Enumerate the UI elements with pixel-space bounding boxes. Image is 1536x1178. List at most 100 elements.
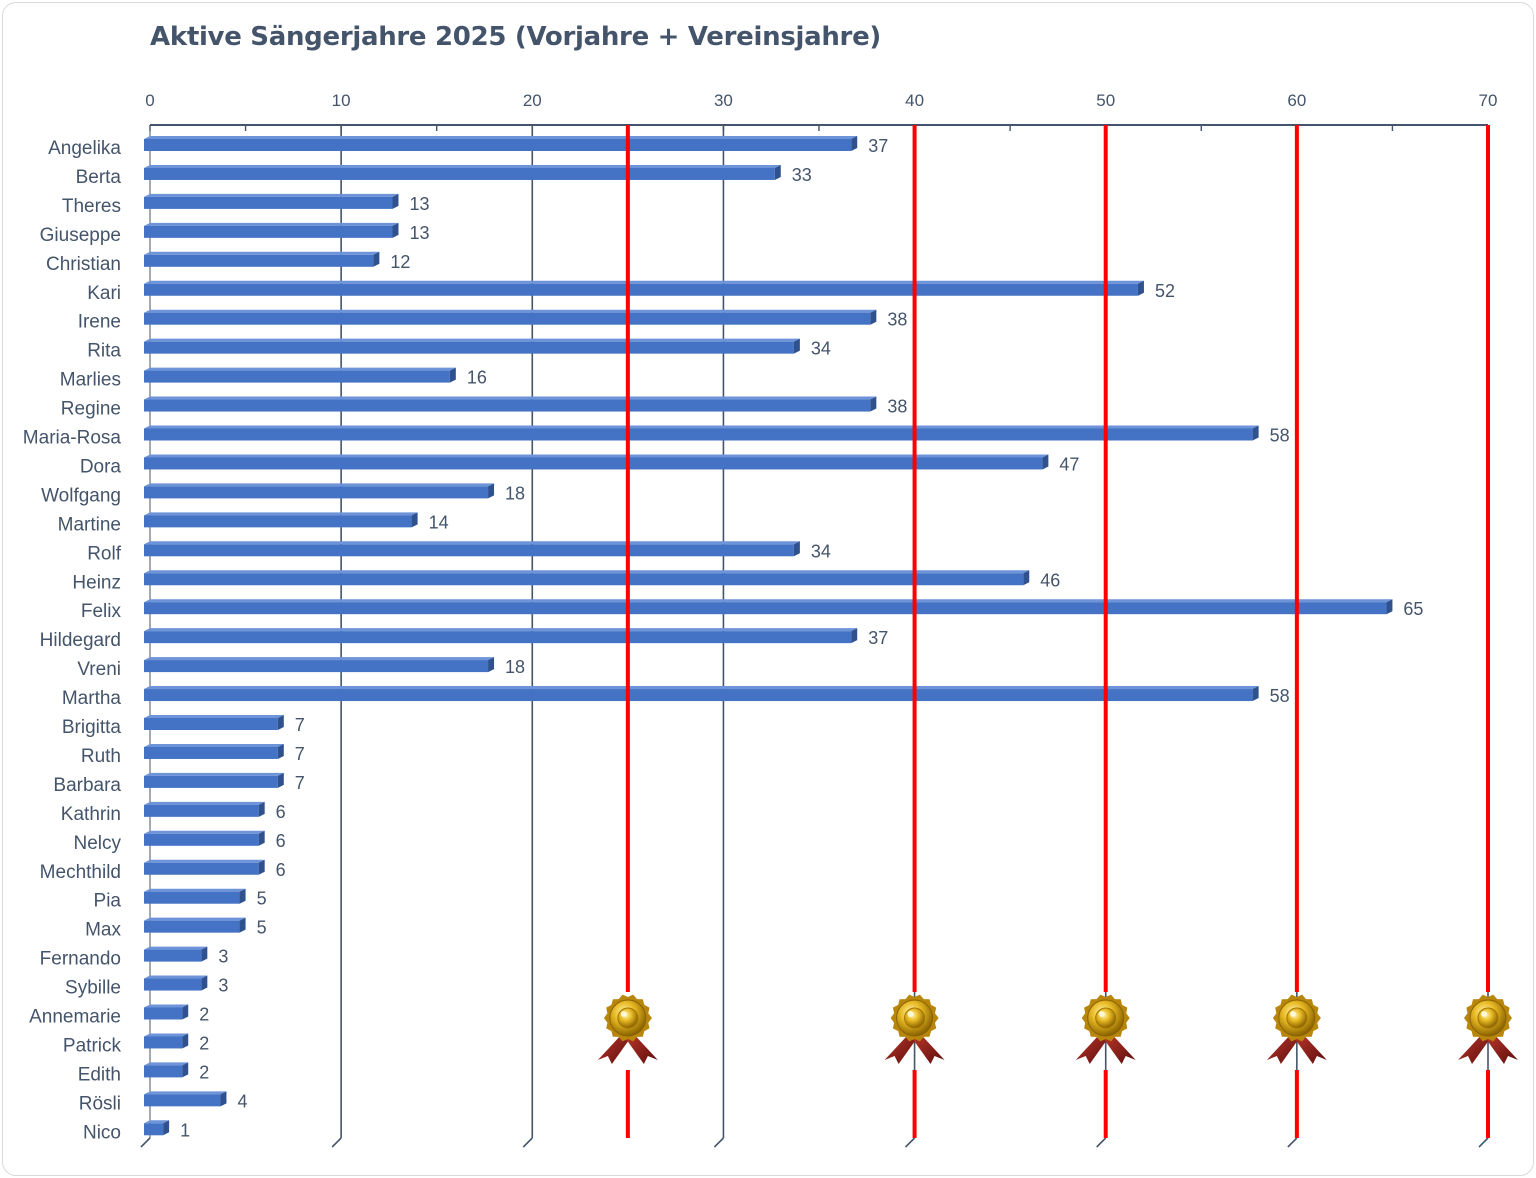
data-label: 1 [180, 1120, 190, 1140]
data-label: 5 [257, 889, 267, 909]
bar-front [144, 341, 794, 354]
bars [144, 136, 1393, 1136]
data-label: 3 [218, 976, 228, 996]
bar [144, 280, 1144, 296]
category-label: Max [85, 920, 121, 941]
bar-front [144, 1065, 183, 1078]
bar-front [144, 370, 450, 383]
data-label: 2 [199, 1033, 209, 1053]
bar-top [144, 251, 380, 255]
bar-front [144, 746, 278, 759]
medal-center [904, 1007, 926, 1029]
bar-top [144, 338, 800, 342]
category-label: Edith [78, 1064, 121, 1085]
bar [144, 1004, 189, 1020]
bar [144, 743, 284, 759]
bar-front [144, 283, 1138, 296]
bar-front [144, 254, 374, 267]
bar [144, 1033, 189, 1049]
x-tick-label: 20 [523, 91, 542, 110]
bar [144, 425, 1259, 441]
data-label: 14 [429, 512, 449, 532]
medal-center [1095, 1007, 1117, 1029]
bar-top [144, 570, 1030, 574]
data-label: 7 [295, 773, 305, 793]
bar-end [793, 338, 800, 354]
bar [144, 222, 399, 238]
bar-front [144, 399, 871, 412]
bar-end [851, 628, 858, 644]
bar-end [220, 1091, 227, 1107]
milestone-markers [597, 125, 1518, 1138]
bar-front [144, 804, 259, 817]
bar [144, 164, 781, 180]
bar-end [870, 309, 877, 325]
bar-end [411, 512, 418, 528]
category-label: Barbara [53, 775, 121, 796]
bar-top [144, 772, 284, 776]
data-label: 2 [199, 1062, 209, 1082]
category-label: Hildegard [40, 630, 121, 651]
bar-end [392, 193, 399, 209]
bar [144, 454, 1049, 470]
bar-end [163, 1120, 170, 1136]
category-label: Rita [87, 341, 121, 362]
bar-end [201, 946, 208, 962]
bar-front [144, 1123, 164, 1136]
bar-front [144, 718, 278, 730]
bar-top [144, 686, 1259, 690]
bar [144, 830, 265, 846]
bar-front [144, 891, 240, 904]
award-medal-icon [1458, 994, 1518, 1064]
bar [144, 396, 877, 412]
category-label: Rolf [87, 543, 122, 564]
gridline-floor [1096, 1137, 1107, 1148]
data-label: 13 [409, 223, 429, 243]
bar-top [144, 859, 265, 863]
award-medal-icon [597, 994, 658, 1064]
bar-front [144, 660, 489, 673]
bar [144, 338, 800, 354]
medal-highlight [1098, 1011, 1105, 1017]
bar-end [1252, 425, 1259, 441]
bar-end [277, 743, 284, 759]
bar-top [144, 280, 1144, 284]
bar [144, 570, 1030, 586]
bar-front [144, 1094, 221, 1107]
bar [144, 193, 399, 209]
bar [144, 859, 265, 875]
medal-highlight [1289, 1011, 1296, 1017]
category-label: Berta [76, 167, 122, 188]
bar [144, 1091, 227, 1107]
data-label: 58 [1270, 686, 1290, 706]
category-label: Martine [58, 514, 121, 535]
bar-top [144, 1062, 189, 1066]
bar-end [1252, 686, 1259, 702]
medal-center [1477, 1007, 1499, 1029]
bar [144, 801, 265, 817]
x-tick-label: 10 [332, 91, 351, 110]
bar-top [144, 454, 1049, 458]
gridline-floor [1287, 1137, 1298, 1148]
bar-top [144, 425, 1259, 429]
category-label: Theres [62, 196, 121, 217]
category-label: Brigitta [62, 717, 122, 738]
data-label: 38 [887, 397, 907, 417]
bar [144, 367, 456, 383]
bar-end [851, 136, 858, 151]
bar-end [258, 801, 265, 817]
bar-front [144, 486, 489, 499]
bar-end [449, 367, 456, 383]
bar-top [144, 164, 781, 168]
award-medal-icon [1266, 994, 1327, 1064]
gridline-floor [905, 1137, 916, 1148]
bar-top [144, 541, 800, 545]
category-label: Marlies [60, 370, 121, 391]
bar-top [144, 657, 495, 661]
category-label: Mechthild [40, 862, 121, 883]
gridline-floor [331, 1137, 342, 1148]
bar-top [144, 193, 399, 197]
bar-top [144, 830, 265, 834]
